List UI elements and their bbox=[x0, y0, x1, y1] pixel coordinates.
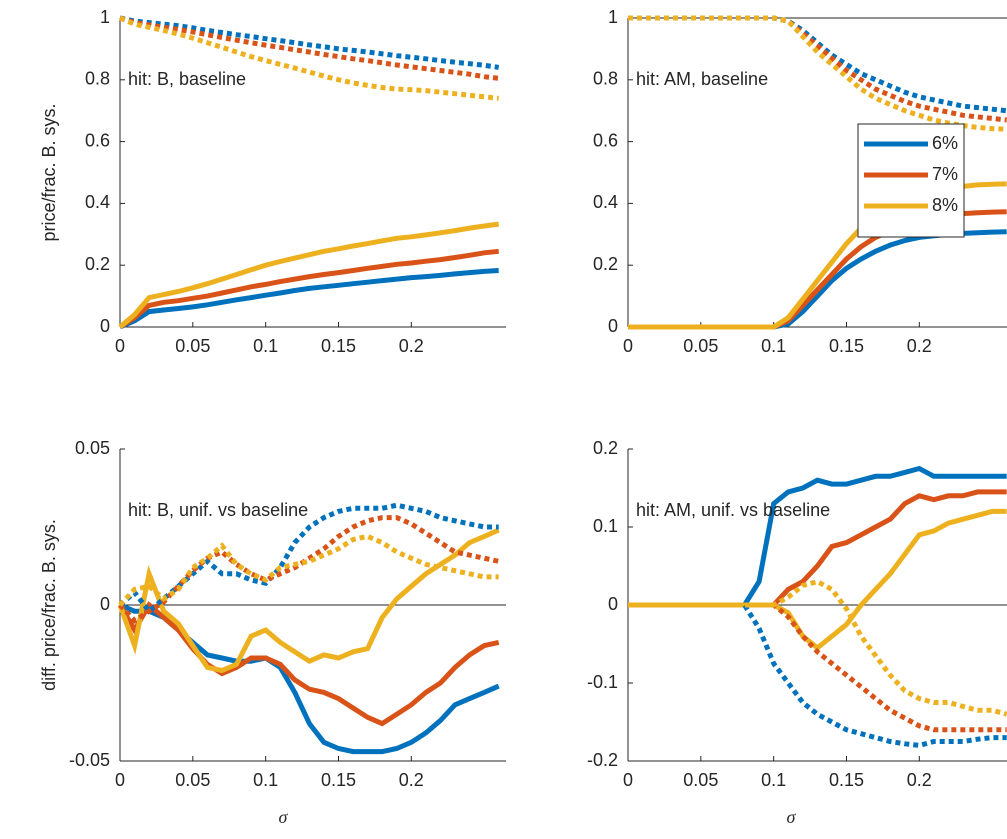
legend-label: 6% bbox=[932, 133, 958, 153]
series-line bbox=[628, 465, 1007, 608]
x-tick-label: 0.2 bbox=[907, 770, 932, 790]
x-tick-label: 0.1 bbox=[253, 770, 278, 790]
x-tick-label: 0.05 bbox=[683, 336, 718, 356]
series-line bbox=[119, 268, 499, 330]
y-tick-label: 0.2 bbox=[593, 254, 618, 274]
y-tick-label: -0.1 bbox=[587, 672, 618, 692]
annotation: hit: AM, baseline bbox=[636, 69, 768, 89]
y-tick-label: 0 bbox=[608, 594, 618, 614]
annotation: hit: B, unif. vs baseline bbox=[128, 500, 308, 520]
subplot: 0 0.2 0.4 0.6 0.8 1 0 0.05 0.1 0.15 0.2 hit: AM, ba… bbox=[593, 7, 1007, 356]
x-tick-label: 0.15 bbox=[829, 336, 864, 356]
x-axis-label: σ bbox=[279, 807, 289, 827]
series-line bbox=[119, 15, 500, 70]
y-tick-label: 0.8 bbox=[593, 69, 618, 89]
y-tick-label: 0.6 bbox=[593, 130, 618, 150]
y-tick-label: 0.2 bbox=[593, 438, 618, 458]
y-tick-label: 0.4 bbox=[85, 192, 110, 212]
x-tick-label: 0 bbox=[115, 336, 125, 356]
series-line bbox=[628, 578, 1007, 717]
series-line bbox=[628, 602, 1007, 748]
y-axis-label: diff. price/frac. B. sys. bbox=[39, 519, 59, 691]
series-line bbox=[118, 502, 499, 615]
y-tick-label: -0.05 bbox=[69, 750, 110, 770]
y-tick-label: 0 bbox=[608, 316, 618, 336]
series-line bbox=[118, 221, 500, 329]
series-line bbox=[118, 533, 499, 607]
annotation: hit: AM, unif. vs baseline bbox=[636, 500, 830, 520]
series-line bbox=[628, 15, 1007, 114]
x-tick-label: 0.15 bbox=[829, 770, 864, 790]
y-tick-label: 0.1 bbox=[593, 516, 618, 536]
y-tick-label: 0 bbox=[100, 316, 110, 336]
x-tick-label: 0.05 bbox=[175, 770, 210, 790]
x-tick-label: 0.1 bbox=[253, 336, 278, 356]
x-tick-label: 0.1 bbox=[761, 336, 786, 356]
x-tick-label: 0 bbox=[115, 770, 125, 790]
y-tick-label: 0.4 bbox=[593, 192, 618, 212]
y-tick-label: 0.6 bbox=[85, 130, 110, 150]
x-tick-label: 0.2 bbox=[399, 336, 424, 356]
y-tick-label: 0.05 bbox=[75, 438, 110, 458]
annotation: hit: B, baseline bbox=[128, 69, 246, 89]
y-tick-label: 0 bbox=[100, 594, 110, 614]
legend-label: 8% bbox=[932, 195, 958, 215]
series-line bbox=[119, 15, 499, 101]
x-tick-label: 0.15 bbox=[321, 770, 356, 790]
x-tick-label: 0.1 bbox=[761, 770, 786, 790]
y-tick-label: 1 bbox=[608, 7, 618, 27]
series-line bbox=[118, 248, 499, 330]
series-line bbox=[117, 601, 500, 727]
legend-label: 7% bbox=[932, 164, 958, 184]
subplot: 0 0.2 0.4 0.6 0.8 1 0 0.05 0.1 0.15 0.2 hit: B, bas… bbox=[39, 7, 506, 356]
subplot: -0.2 -0.1 0 0.1 0.2 0 0.05 0.1 0.15 0.2 hit: AM, u… bbox=[587, 438, 1007, 827]
x-tick-label: 0.05 bbox=[683, 770, 718, 790]
series-line bbox=[119, 15, 499, 81]
x-tick-label: 0 bbox=[623, 770, 633, 790]
series-line bbox=[117, 527, 500, 674]
x-axis-label: σ bbox=[787, 807, 797, 827]
x-tick-label: 0.2 bbox=[907, 336, 932, 356]
y-tick-label: 1 bbox=[100, 7, 110, 27]
x-tick-label: 0.2 bbox=[399, 770, 424, 790]
series-line bbox=[628, 508, 1007, 652]
x-tick-label: 0 bbox=[623, 336, 633, 356]
y-tick-label: -0.2 bbox=[587, 750, 618, 770]
series-line bbox=[628, 15, 1007, 132]
y-tick-label: 0.2 bbox=[85, 254, 110, 274]
y-tick-label: 0.8 bbox=[85, 69, 110, 89]
x-tick-label: 0.15 bbox=[321, 336, 356, 356]
x-tick-label: 0.05 bbox=[175, 336, 210, 356]
y-axis-label: price/frac. B. sys. bbox=[39, 103, 59, 241]
